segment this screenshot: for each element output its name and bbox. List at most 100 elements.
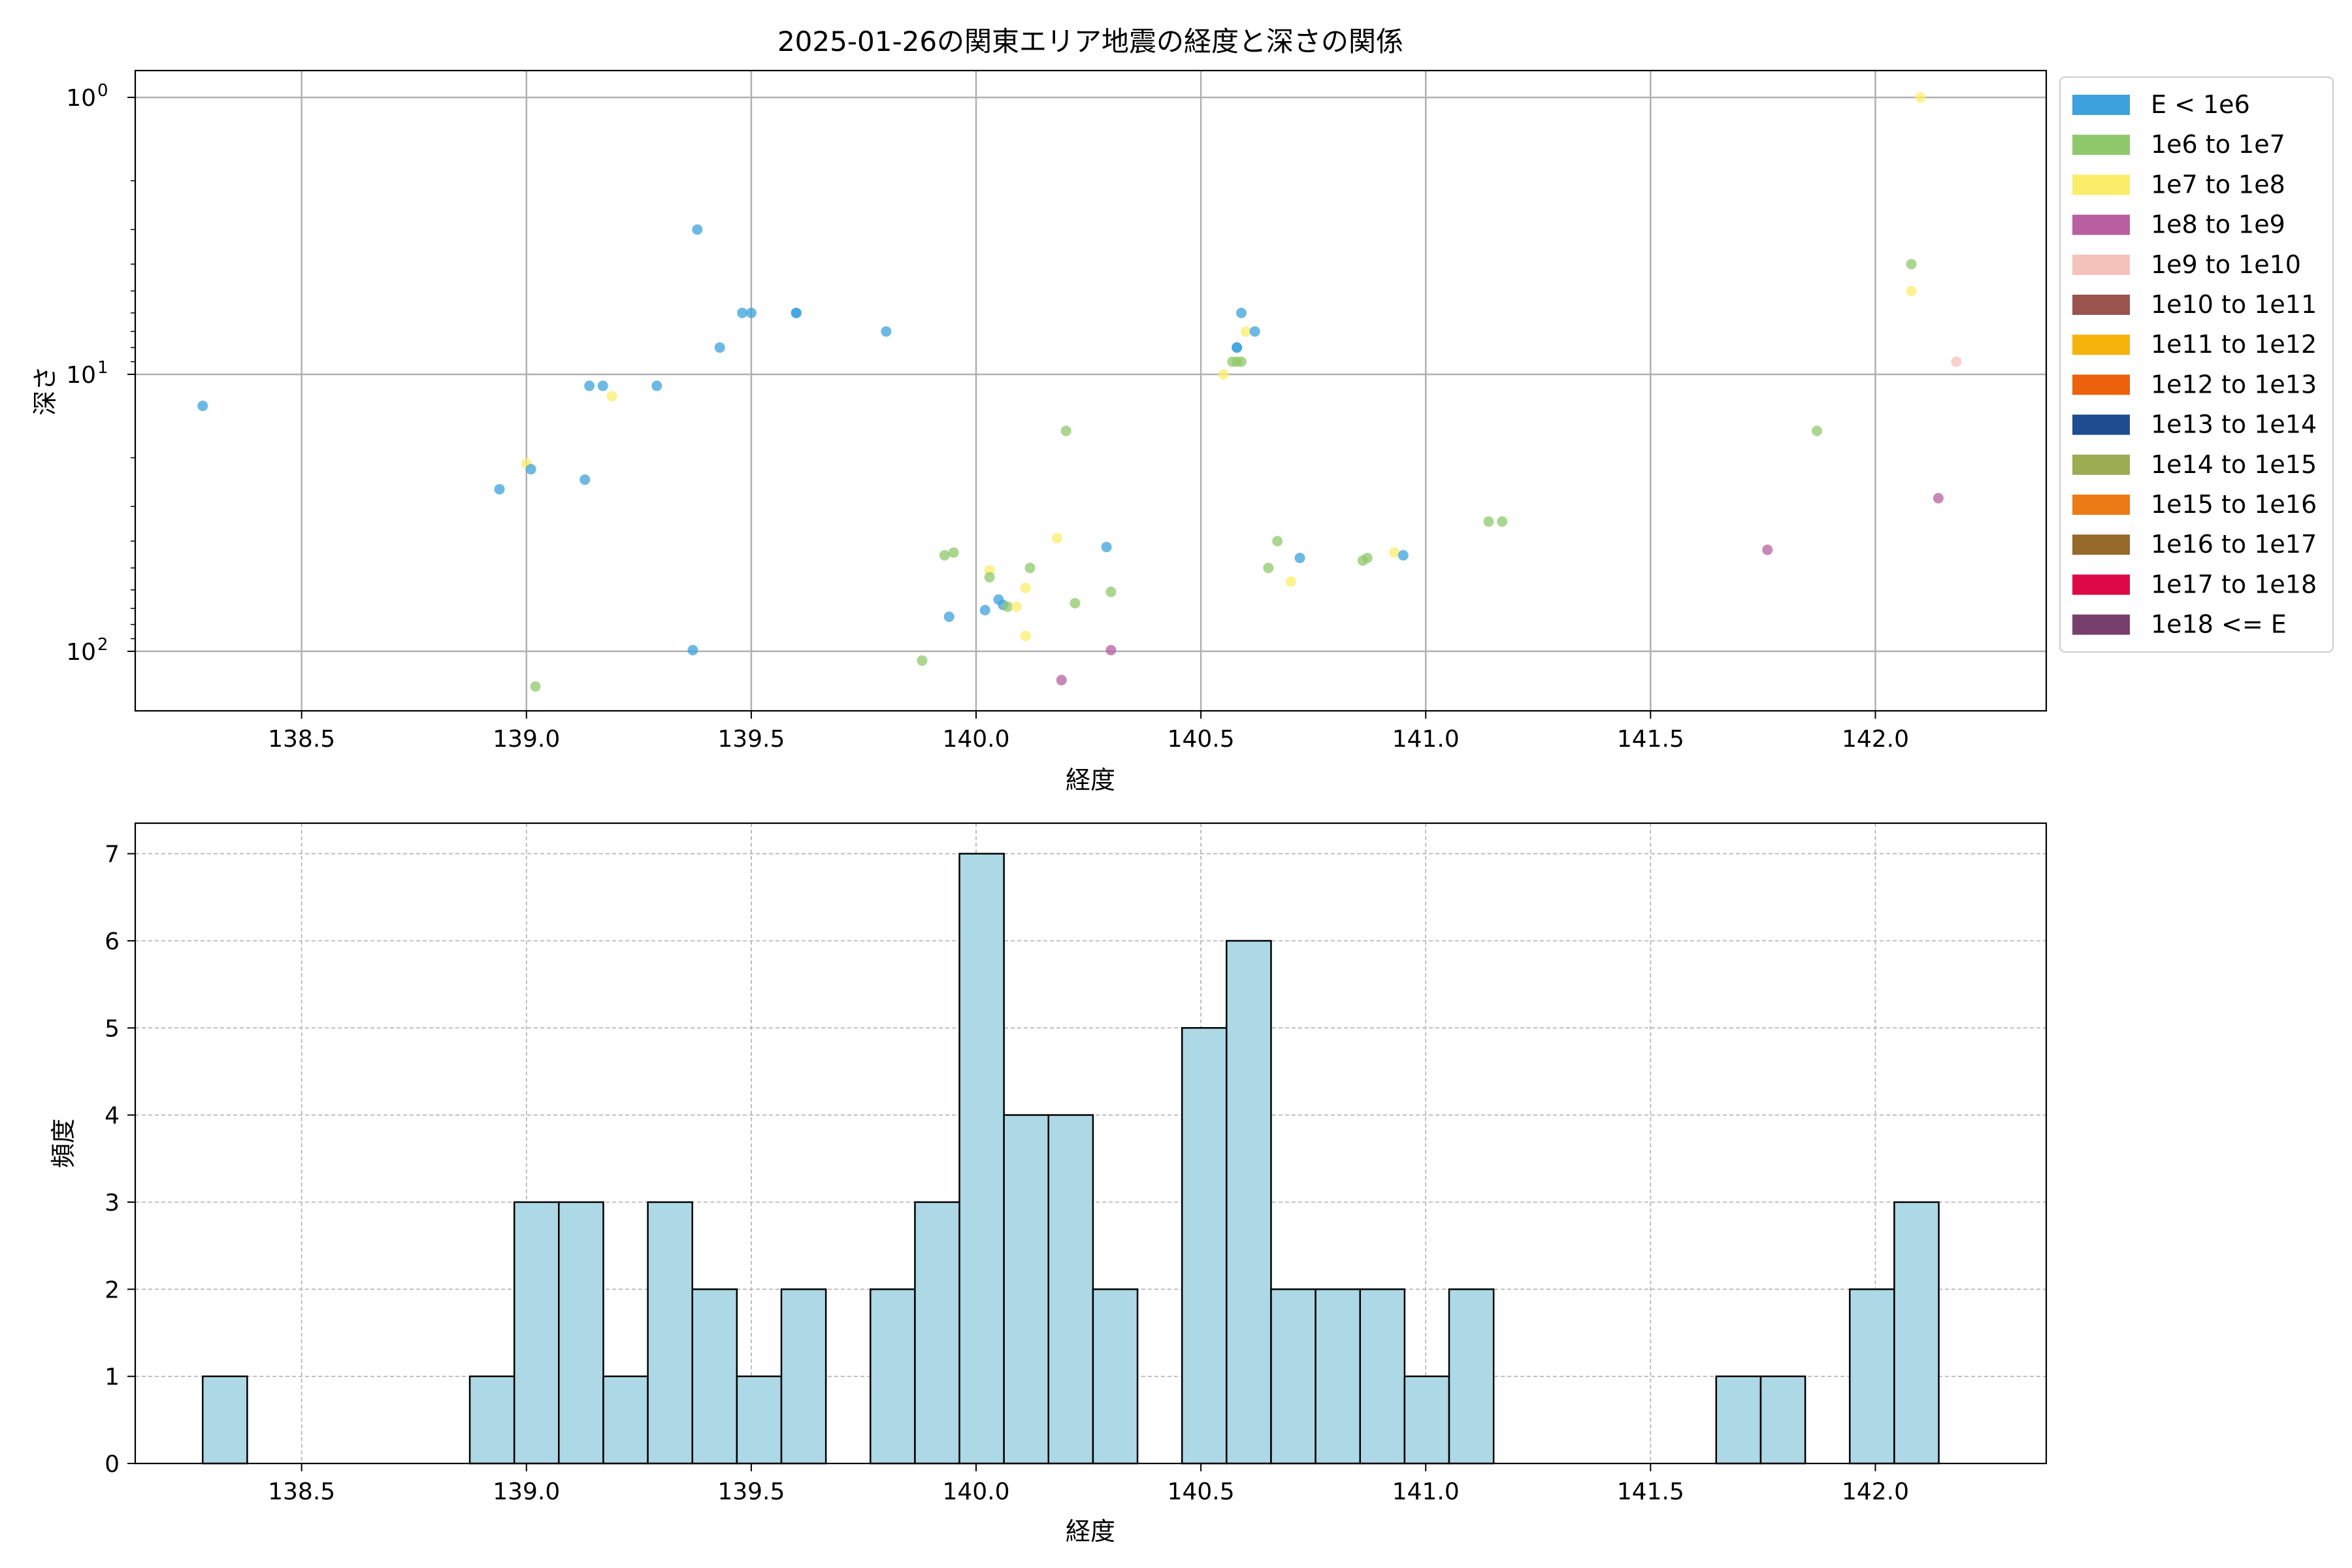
- scatter-point: [692, 224, 703, 235]
- histogram-x-tick-label: 140.5: [1168, 1478, 1235, 1505]
- histogram-bar: [468, 1375, 515, 1465]
- scatter-point: [1483, 516, 1494, 527]
- scatter-y-tick-label: 10: [66, 85, 96, 112]
- scatter-point: [580, 474, 591, 485]
- histogram-x-tick-label: 139.5: [717, 1478, 785, 1505]
- histogram-x-axis-label: 経度: [1066, 1517, 1115, 1546]
- scatter-ticks: 138.5 139.0 139.5 140.0 140.5 141.0 141.5 142.0…: [66, 81, 1909, 753]
- scatter-point: [525, 464, 536, 475]
- legend-label: 1e14 to 1e15: [2151, 450, 2317, 479]
- scatter-point: [1915, 92, 1926, 103]
- legend-label: 1e13 to 1e14: [2151, 410, 2317, 439]
- legend-swatch: [2072, 335, 2130, 355]
- histogram-y-tick-label: 2: [105, 1277, 120, 1303]
- scatter-point: [1056, 674, 1067, 685]
- histogram-x-tick-label: 141.0: [1392, 1478, 1460, 1505]
- scatter-point: [1060, 425, 1071, 436]
- histogram-bar: [1448, 1288, 1495, 1465]
- scatter-point: [197, 400, 208, 412]
- histogram-bar: [1270, 1288, 1316, 1465]
- histogram-bar: [780, 1288, 827, 1465]
- scatter-point: [687, 645, 698, 656]
- scatter-x-tick-label: 142.0: [1842, 726, 1909, 753]
- scatter-point: [1263, 563, 1274, 574]
- scatter-point: [1101, 542, 1112, 553]
- legend-box: [2059, 76, 2334, 653]
- legend-label: 1e12 to 1e13: [2151, 370, 2317, 399]
- scatter-point: [1294, 552, 1305, 563]
- histogram-bars: [201, 853, 1940, 1465]
- histogram-bar: [602, 1375, 649, 1465]
- scatter-point: [1933, 493, 1944, 504]
- scatter-point: [1389, 547, 1400, 558]
- histogram-bar: [691, 1288, 738, 1465]
- scatter-title: 2025-01-26の関東エリア地震の経度と深さの関係: [777, 25, 1403, 57]
- legend-label: 1e9 to 1e10: [2151, 250, 2301, 279]
- legend: E < 1e6 1e6 to 1e7 1e7 to 1e8 1e8 to 1e9 1e9…: [2059, 76, 2334, 653]
- scatter-point: [979, 604, 990, 615]
- scatter-y-tick-base: 10: [66, 639, 96, 666]
- scatter-point: [1236, 356, 1247, 367]
- histogram-bar: [1848, 1288, 1895, 1465]
- legend-label: 1e11 to 1e12: [2151, 330, 2317, 359]
- scatter-point: [1812, 425, 1822, 436]
- scatter-point: [737, 307, 748, 318]
- scatter-point: [1272, 536, 1283, 547]
- histogram-ticks: 138.5 139.0 139.5 140.0 140.5 141.0 141.5 142.0…: [105, 841, 1909, 1505]
- legend-swatch: [2072, 135, 2130, 155]
- histogram-bar: [1715, 1375, 1762, 1465]
- legend-swatch: [2072, 495, 2130, 515]
- scatter-point: [651, 380, 662, 391]
- legend-label: 1e7 to 1e8: [2151, 170, 2285, 199]
- scatter-point: [1002, 601, 1013, 612]
- legend-label: 1e8 to 1e9: [2151, 210, 2285, 239]
- legend-label: 1e15 to 1e16: [2151, 490, 2317, 519]
- histogram-y-tick-label: 6: [105, 928, 120, 955]
- scatter-point: [745, 307, 757, 318]
- scatter-y-tick-label: 10: [66, 639, 96, 666]
- histogram-chart: 138.5 139.0 139.5 140.0 140.5 141.0 141.5 142.0…: [49, 822, 2048, 1546]
- scatter-point: [1011, 601, 1022, 612]
- scatter-point: [984, 572, 995, 583]
- scatter-gridlines: [135, 71, 2046, 711]
- scatter-x-tick-label: 139.0: [493, 726, 560, 753]
- legend-swatch: [2072, 374, 2130, 395]
- histogram-x-tick-label: 141.5: [1617, 1478, 1684, 1505]
- histogram-bar: [1315, 1288, 1362, 1465]
- histogram-bar: [1759, 1375, 1806, 1465]
- scatter-x-tick-label: 141.0: [1392, 726, 1460, 753]
- scatter-point: [1285, 576, 1296, 587]
- legend-swatch: [2072, 95, 2130, 115]
- scatter-point: [1906, 286, 1917, 297]
- histogram-bar: [513, 1201, 560, 1465]
- scatter-y-tick-exponent: 1: [97, 358, 108, 378]
- histogram-bar: [647, 1201, 693, 1465]
- scatter-y-tick-label: 10: [66, 362, 96, 389]
- scatter-point: [494, 483, 505, 495]
- scatter-chart: 138.5 139.0 139.5 140.0 140.5 141.0 141.5 142.0…: [31, 25, 2048, 794]
- scatter-point: [1024, 563, 1036, 574]
- legend-swatch: [2072, 574, 2130, 595]
- scatter-point: [597, 380, 608, 391]
- scatter-point: [791, 307, 802, 318]
- histogram-bar: [914, 1201, 960, 1465]
- legend-swatch: [2072, 454, 2130, 475]
- histogram-y-tick-label: 0: [105, 1451, 120, 1478]
- legend-label: 1e16 to 1e17: [2151, 530, 2317, 559]
- scatter-point: [714, 342, 725, 353]
- legend-swatch: [2072, 254, 2130, 275]
- scatter-point: [948, 547, 959, 558]
- histogram-bar: [1092, 1288, 1139, 1465]
- scatter-y-tick-base: 10: [66, 362, 96, 389]
- histogram-bar: [958, 853, 1005, 1465]
- legend-label: 1e18 <= E: [2151, 610, 2287, 639]
- histogram-y-tick-label: 7: [105, 841, 120, 868]
- scatter-x-tick-label: 140.0: [942, 726, 1009, 753]
- scatter-point: [1236, 307, 1247, 318]
- histogram-y-tick-label: 1: [105, 1364, 120, 1391]
- legend-items: E < 1e6 1e6 to 1e7 1e7 to 1e8 1e8 to 1e9 1e9…: [2072, 90, 2317, 639]
- histogram-bar: [1003, 1114, 1050, 1465]
- scatter-point: [1497, 516, 1508, 527]
